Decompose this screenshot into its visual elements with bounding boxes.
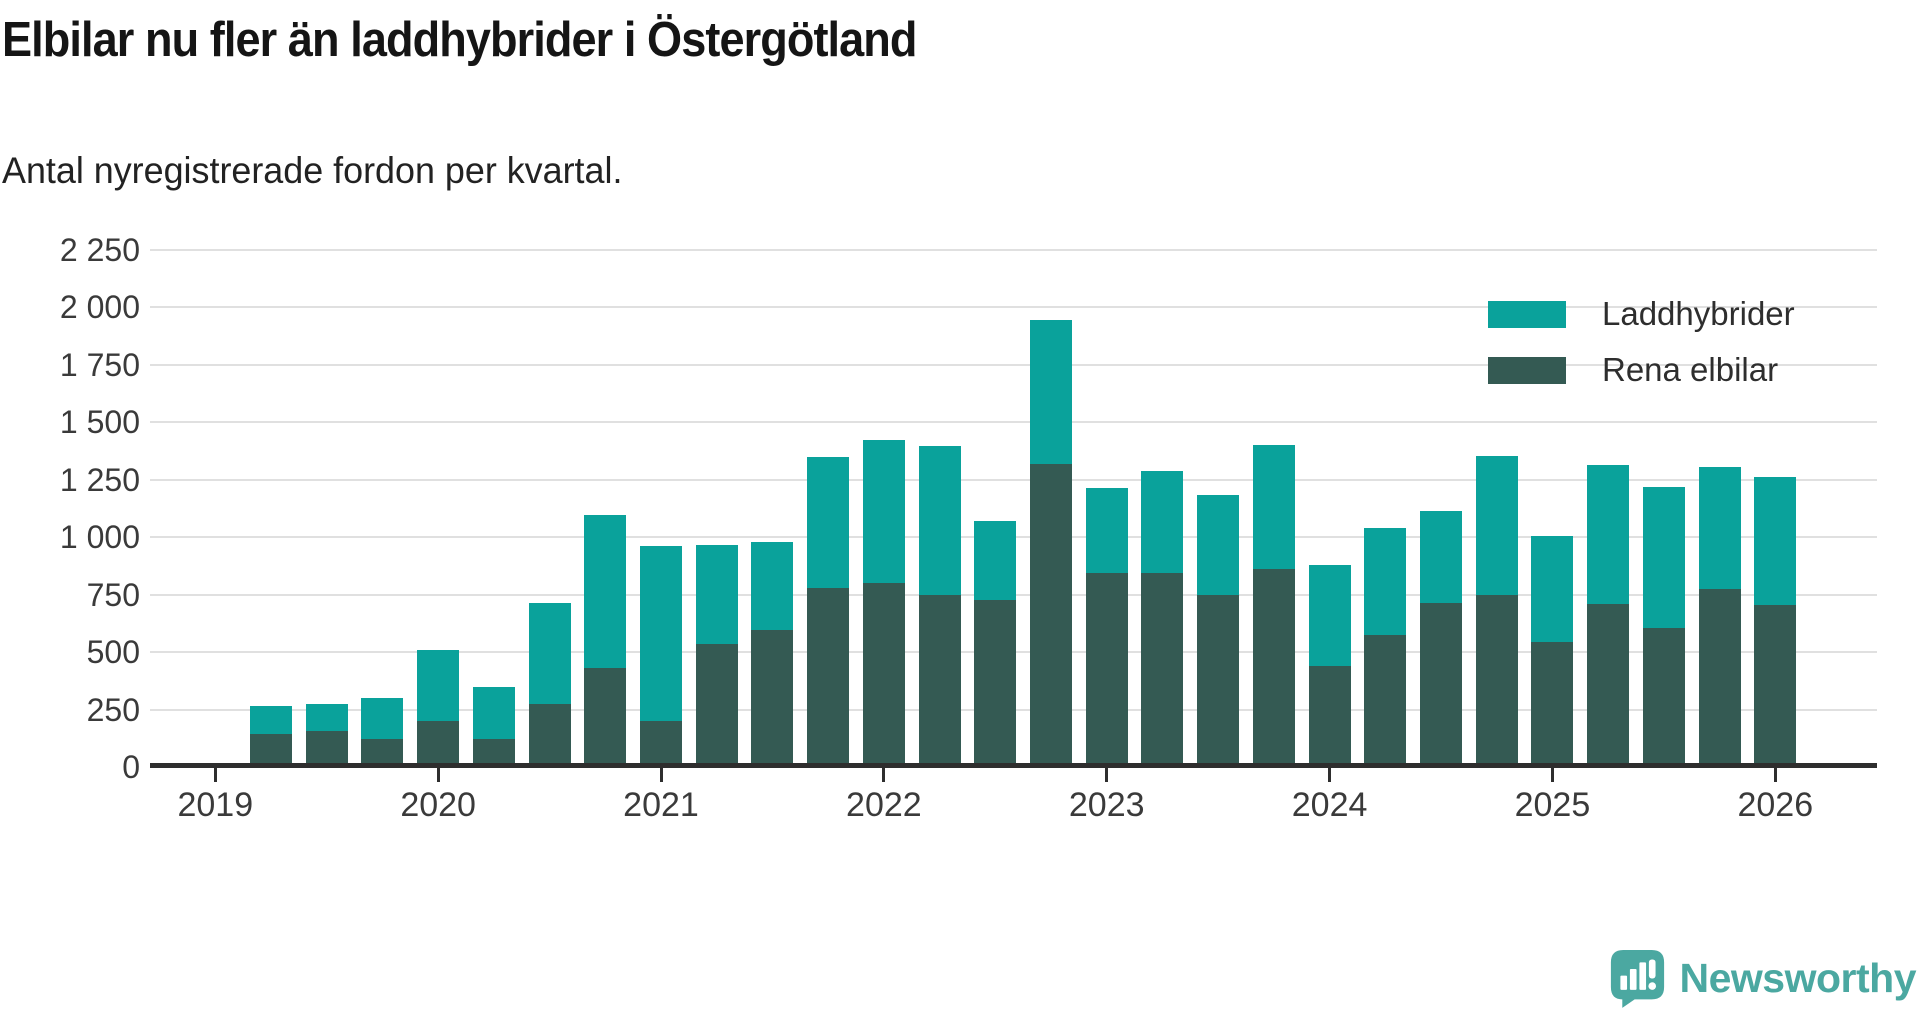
- newsworthy-branding: Newsworthy: [1609, 948, 1917, 1008]
- bar-segment-laddhybrider: [1699, 467, 1741, 589]
- y-axis-label: 1 000: [10, 521, 140, 553]
- bar-segment-rena-elbilar: [1643, 628, 1685, 767]
- bar-segment-laddhybrider: [306, 704, 348, 732]
- bar-segment-laddhybrider: [250, 706, 292, 734]
- x-axis-tick: [1105, 768, 1108, 782]
- y-axis-label: 1 250: [10, 464, 140, 496]
- bar-segment-rena-elbilar: [1476, 595, 1518, 767]
- bar-segment-rena-elbilar: [584, 668, 626, 767]
- bar-segment-laddhybrider: [417, 650, 459, 721]
- bar-segment-laddhybrider: [640, 546, 682, 721]
- y-axis-label: 1 500: [10, 406, 140, 438]
- newsworthy-logo-text: Newsworthy: [1680, 955, 1917, 1002]
- legend-item-rena-elbilar: Rena elbilar: [1488, 351, 1778, 389]
- bar-segment-rena-elbilar: [751, 630, 793, 767]
- legend-label-laddhybrider: Laddhybrider: [1602, 295, 1795, 333]
- y-axis-label: 500: [10, 636, 140, 668]
- bar-segment-rena-elbilar: [1030, 464, 1072, 767]
- x-axis-tick: [1551, 768, 1554, 782]
- bar-segment-laddhybrider: [1141, 471, 1183, 573]
- bar-segment-laddhybrider: [1754, 477, 1796, 605]
- bar-segment-laddhybrider: [361, 698, 403, 739]
- bar-segment-laddhybrider: [863, 440, 905, 584]
- bar-segment-laddhybrider: [807, 457, 849, 588]
- bar-segment-laddhybrider: [974, 521, 1016, 600]
- bar-segment-laddhybrider: [1420, 511, 1462, 603]
- legend-item-laddhybrider: Laddhybrider: [1488, 295, 1795, 333]
- bar-segment-rena-elbilar: [1253, 569, 1295, 767]
- y-axis-label: 0: [10, 751, 140, 783]
- bar-segment-rena-elbilar: [529, 704, 571, 767]
- y-axis-label: 250: [10, 694, 140, 726]
- bar-segment-rena-elbilar: [1587, 604, 1629, 767]
- chart-subtitle: Antal nyregistrerade fordon per kvartal.: [2, 150, 622, 192]
- x-axis-line: [150, 763, 1877, 768]
- y-axis-label: 2 250: [10, 234, 140, 266]
- bar-segment-rena-elbilar: [1364, 635, 1406, 767]
- newsworthy-logo-icon: [1609, 948, 1666, 1008]
- bar-segment-laddhybrider: [473, 687, 515, 740]
- bar-segment-laddhybrider: [1531, 536, 1573, 642]
- legend-swatch-laddhybrider: [1488, 301, 1566, 328]
- bar-segment-laddhybrider: [1364, 528, 1406, 635]
- bar-segment-laddhybrider: [529, 603, 571, 704]
- bar-segment-laddhybrider: [1253, 445, 1295, 569]
- bar-segment-laddhybrider: [1197, 495, 1239, 595]
- bar-segment-rena-elbilar: [250, 734, 292, 767]
- bar-segment-rena-elbilar: [919, 595, 961, 767]
- x-axis-label: 2022: [814, 788, 954, 822]
- bar-segment-rena-elbilar: [1141, 573, 1183, 767]
- gridline: [150, 249, 1877, 251]
- y-axis-label: 750: [10, 579, 140, 611]
- x-axis-label: 2020: [368, 788, 508, 822]
- bar-segment-laddhybrider: [696, 545, 738, 644]
- legend-swatch-rena-elbilar: [1488, 357, 1566, 384]
- bar-segment-rena-elbilar: [306, 731, 348, 767]
- bar-segment-laddhybrider: [751, 542, 793, 630]
- bar-segment-laddhybrider: [1476, 456, 1518, 595]
- bar-segment-rena-elbilar: [640, 721, 682, 767]
- bar-segment-laddhybrider: [919, 446, 961, 594]
- x-axis-label: 2026: [1705, 788, 1845, 822]
- bar-segment-rena-elbilar: [1197, 595, 1239, 767]
- x-axis-label: 2023: [1037, 788, 1177, 822]
- x-axis-label: 2019: [145, 788, 285, 822]
- legend-label-rena-elbilar: Rena elbilar: [1602, 351, 1778, 389]
- bar-segment-rena-elbilar: [696, 644, 738, 767]
- x-axis-tick: [214, 768, 217, 782]
- bar-segment-rena-elbilar: [863, 583, 905, 767]
- bar-segment-rena-elbilar: [417, 721, 459, 767]
- x-axis-tick: [1328, 768, 1331, 782]
- x-axis-label: 2024: [1260, 788, 1400, 822]
- bar-segment-rena-elbilar: [974, 600, 1016, 767]
- bar-segment-laddhybrider: [1643, 487, 1685, 628]
- bar-segment-rena-elbilar: [1699, 589, 1741, 767]
- x-axis-tick: [660, 768, 663, 782]
- x-axis-label: 2025: [1482, 788, 1622, 822]
- x-axis-tick: [1774, 768, 1777, 782]
- bar-segment-rena-elbilar: [807, 588, 849, 767]
- bar-segment-laddhybrider: [1587, 465, 1629, 604]
- x-axis-label: 2021: [591, 788, 731, 822]
- x-axis-tick: [437, 768, 440, 782]
- gridline: [150, 421, 1877, 423]
- bar-segment-rena-elbilar: [1086, 573, 1128, 767]
- bar-segment-laddhybrider: [1309, 565, 1351, 666]
- bar-segment-laddhybrider: [1030, 320, 1072, 464]
- page-title: Elbilar nu fler än laddhybrider i Österg…: [2, 12, 917, 68]
- bar-segment-rena-elbilar: [1754, 605, 1796, 767]
- y-axis-label: 2 000: [10, 291, 140, 323]
- bar-segment-rena-elbilar: [1420, 603, 1462, 767]
- chart-canvas: Elbilar nu fler än laddhybrider i Österg…: [0, 0, 1920, 1010]
- y-axis-label: 1 750: [10, 349, 140, 381]
- bar-segment-laddhybrider: [1086, 488, 1128, 573]
- x-axis-tick: [882, 768, 885, 782]
- bar-segment-laddhybrider: [584, 515, 626, 668]
- bar-segment-rena-elbilar: [1309, 666, 1351, 767]
- bar-segment-rena-elbilar: [1531, 642, 1573, 767]
